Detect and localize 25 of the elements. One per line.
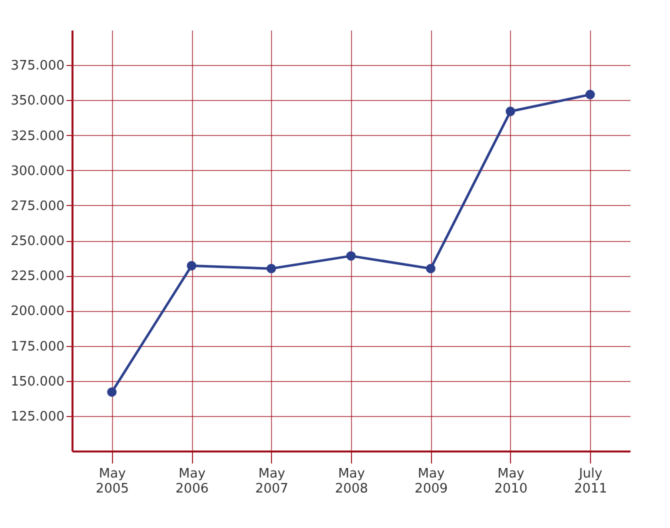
y-tick-label: 325.000 (10, 128, 64, 144)
x-tick-label: May 2005 (96, 466, 129, 496)
point (506, 106, 516, 116)
x-tick-label: July 2011 (574, 466, 608, 496)
point (426, 264, 436, 274)
point (585, 90, 595, 100)
y-tick-label: 175.000 (10, 339, 64, 354)
y-tick-label: 125.000 (10, 409, 64, 424)
y-tick-label: 300.000 (10, 164, 64, 179)
y-tick-label: 375.000 (10, 58, 64, 74)
point (266, 264, 276, 274)
point (107, 387, 117, 397)
x-tick-label: May 2010 (494, 466, 528, 496)
y-tick-label: 200.000 (10, 304, 64, 320)
point (346, 251, 356, 261)
y-tick-label: 350.000 (10, 94, 64, 109)
y-tick-label: 225.000 (10, 269, 64, 284)
y-tick-label: 275.000 (10, 198, 64, 214)
y-tick-label: 250.000 (10, 234, 64, 249)
x-tick-label: May 2008 (334, 466, 368, 496)
x-tick-label: May 2006 (176, 466, 209, 496)
point (186, 261, 196, 270)
x-tick-label: May 2007 (255, 466, 288, 496)
x-tick-label: May 2009 (414, 466, 448, 496)
y-tick-label: 150.000 (10, 374, 64, 390)
